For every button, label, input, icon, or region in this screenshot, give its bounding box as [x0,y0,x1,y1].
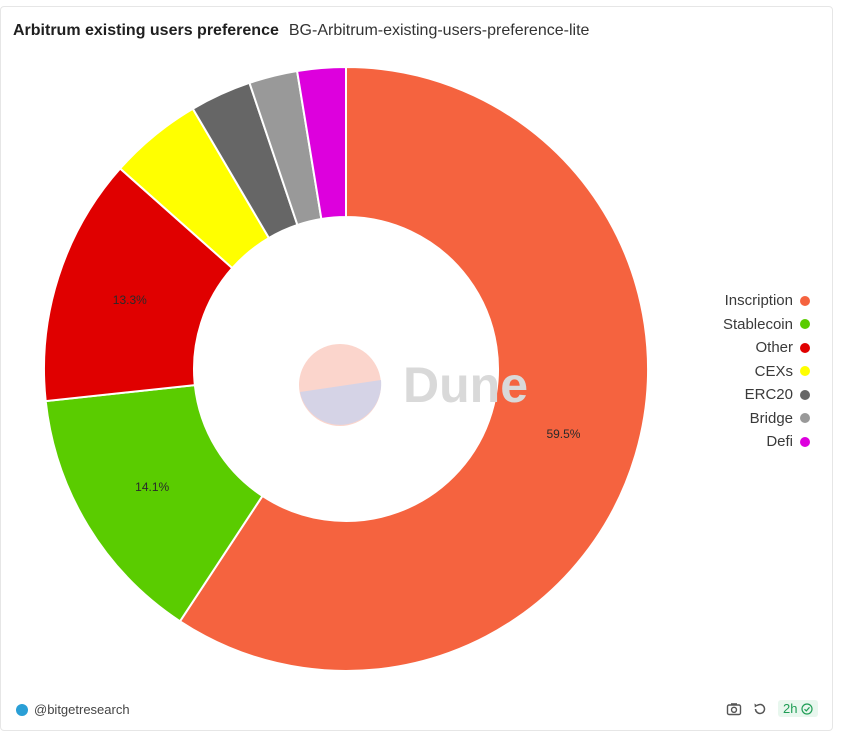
data-labels: 59.5% 14.1% 13.3% [113,293,581,494]
legend-swatch [800,366,810,377]
legend-item-defi[interactable]: Defi [690,430,810,454]
legend-item-bridge[interactable]: Bridge [690,407,810,431]
author-handle[interactable]: @bitgetresearch [34,702,130,717]
slice-stablecoin[interactable] [44,384,264,623]
legend-item-erc20[interactable]: ERC20 [690,383,810,407]
legend-swatch [800,389,810,400]
chart-legend: Inscription Stablecoin Other CEXs ERC20 Bridg… [690,289,810,454]
legend-swatch [800,319,810,330]
chart-header: Arbitrum existing users preference BG-Ar… [13,22,589,40]
legend-label: Defi [766,433,793,451]
legend-swatch [800,413,810,424]
legend-label: Stablecoin [722,315,793,333]
legend-swatch [800,342,810,353]
slice-defi[interactable] [295,65,347,221]
refresh-age: 2h [783,701,798,716]
donut-slices [43,65,649,672]
legend-item-cexs[interactable]: CEXs [690,360,810,384]
legend-item-stablecoin[interactable]: Stablecoin [690,313,810,337]
dune-logo-bottom [300,380,382,425]
chart-title: Arbitrum existing users preference [13,22,279,39]
dune-wordmark: Dune [403,357,528,413]
slice-inscription[interactable] [178,65,649,672]
legend-label: Other [755,339,793,357]
check-circle-icon [801,702,814,715]
chart-subtitle: BG-Arbitrum-existing-users-preference-li… [288,22,590,39]
footer-author: @bitgetresearch [16,702,130,717]
refresh-icon[interactable] [752,701,768,717]
camera-icon[interactable] [726,701,742,717]
legend-label: ERC20 [744,386,793,404]
legend-label: Inscription [724,292,793,310]
legend-item-inscription[interactable]: Inscription [690,289,810,313]
legend-swatch [800,436,810,447]
legend-swatch [800,295,810,306]
dune-watermark: Dune [299,344,528,426]
data-label-inscription: 59.5% [546,427,580,441]
legend-label: Bridge [749,409,793,427]
data-label-other: 13.3% [113,293,147,307]
legend-item-other[interactable]: Other [690,336,810,360]
refresh-age-badge[interactable]: 2h [778,700,819,717]
data-label-stablecoin: 14.1% [135,480,169,494]
bitget-logo-icon [16,703,28,716]
footer-actions: 2h [726,700,819,717]
legend-label: CEXs [754,362,793,380]
